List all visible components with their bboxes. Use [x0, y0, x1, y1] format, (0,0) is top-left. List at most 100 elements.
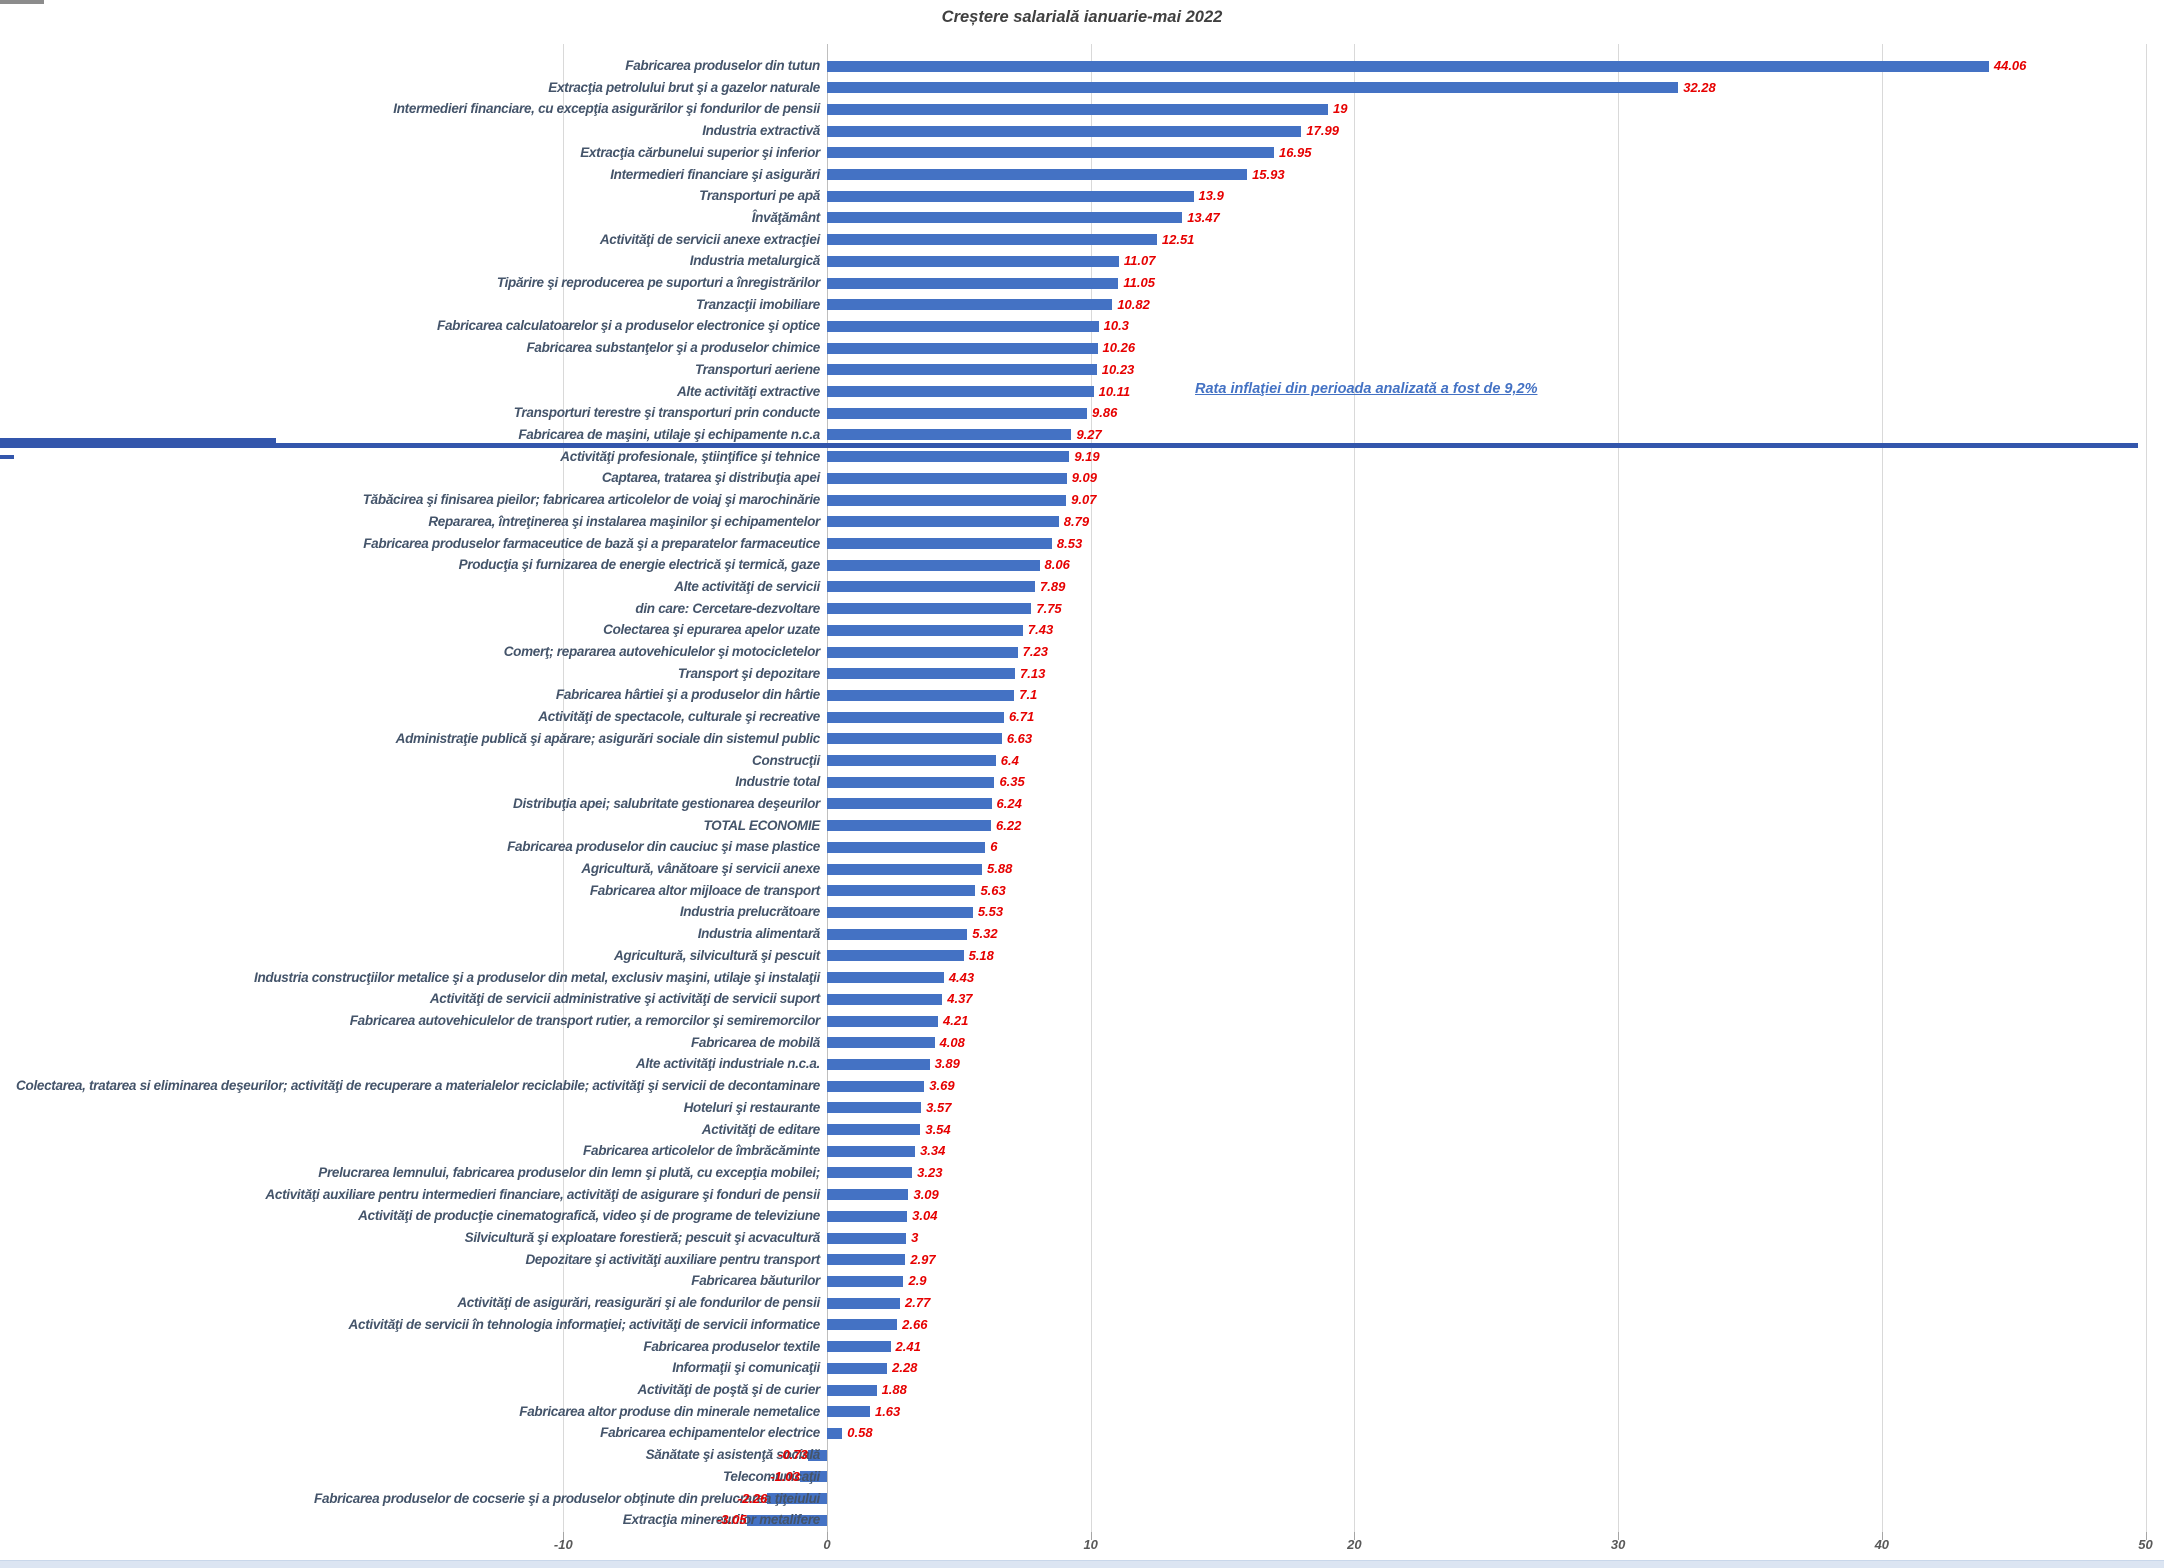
bar[interactable] — [827, 1362, 888, 1374]
bar[interactable] — [827, 603, 1032, 615]
bar[interactable] — [827, 147, 1274, 159]
bar[interactable] — [827, 1319, 898, 1331]
category-label: Distribuţia apei; salubritate gestionare… — [513, 795, 820, 811]
bar[interactable] — [827, 906, 973, 918]
bar[interactable] — [827, 516, 1059, 528]
category-label: Captarea, tratarea şi distribuţia apei — [601, 470, 820, 486]
bar[interactable] — [827, 993, 943, 1005]
bar[interactable] — [827, 234, 1157, 246]
bar[interactable] — [827, 169, 1248, 181]
bar[interactable] — [827, 624, 1023, 636]
bar[interactable] — [827, 1341, 891, 1353]
bar[interactable] — [827, 1210, 908, 1222]
category-label: Industria prelucrătoare — [679, 904, 820, 920]
bar[interactable] — [827, 1232, 907, 1244]
bar[interactable] — [827, 277, 1119, 289]
category-label: Transporturi pe apă — [699, 188, 820, 204]
bar[interactable] — [827, 646, 1018, 658]
bar[interactable] — [827, 407, 1087, 419]
bar[interactable] — [827, 364, 1097, 376]
bar[interactable] — [827, 820, 992, 832]
category-label: Fabricarea produselor farmaceutice de ba… — [363, 535, 820, 551]
bar[interactable] — [827, 255, 1119, 267]
bar[interactable] — [799, 1471, 827, 1483]
bar[interactable] — [827, 342, 1098, 354]
bar[interactable] — [827, 494, 1067, 506]
value-label: 3.09 — [913, 1186, 939, 1202]
bar[interactable] — [827, 1406, 870, 1418]
bar[interactable] — [827, 1189, 909, 1201]
bar[interactable] — [827, 755, 996, 767]
inflation-annotation[interactable]: Rata inflaţiei din perioada analizată a … — [1195, 381, 1538, 397]
bar[interactable] — [827, 103, 1329, 115]
bar[interactable] — [827, 472, 1067, 484]
bar[interactable] — [827, 559, 1040, 571]
bar[interactable] — [827, 1037, 935, 1049]
bar[interactable] — [827, 82, 1679, 94]
category-label: Activităţi de poştă şi de curier — [637, 1382, 821, 1397]
bar[interactable] — [807, 1449, 827, 1461]
bar[interactable] — [827, 841, 986, 853]
value-label: 6.22 — [996, 817, 1022, 833]
category-label: Fabricarea autovehiculelor de transport … — [349, 1013, 821, 1029]
bar[interactable] — [746, 1514, 827, 1526]
bar[interactable] — [827, 776, 995, 788]
bar[interactable] — [827, 950, 964, 962]
value-label: 15.93 — [1252, 166, 1285, 182]
bar[interactable] — [827, 60, 1989, 72]
bar[interactable] — [827, 581, 1036, 593]
bar[interactable] — [827, 212, 1183, 224]
bar[interactable] — [827, 1384, 877, 1396]
bar[interactable] — [827, 190, 1194, 202]
category-label: Tipărire şi reproducerea pe suporturi a … — [496, 275, 820, 291]
bar[interactable] — [827, 538, 1052, 549]
reference-line-left-segment[interactable] — [0, 438, 276, 443]
bar[interactable] — [827, 1275, 904, 1287]
bar[interactable] — [827, 733, 1002, 745]
bar[interactable] — [827, 1427, 843, 1439]
bar[interactable] — [827, 299, 1113, 311]
bar[interactable] — [827, 885, 976, 897]
category-label: Fabricarea hârtiei şi a produselor din h… — [555, 687, 820, 703]
bar[interactable] — [827, 1124, 921, 1136]
category-label: Administraţie publică şi apărare; asigur… — [395, 730, 821, 746]
value-label: 3 — [911, 1230, 919, 1246]
value-label: 3.04 — [912, 1208, 938, 1224]
value-label: 11.05 — [1123, 275, 1155, 291]
category-label: Intermedieri financiare, cu excepţia asi… — [393, 101, 820, 117]
bar[interactable] — [827, 386, 1094, 398]
bar[interactable] — [827, 928, 968, 940]
window-edge-artifact — [0, 0, 44, 4]
bar[interactable] — [827, 1145, 916, 1157]
bar[interactable] — [827, 1297, 901, 1309]
bar[interactable] — [767, 1493, 827, 1505]
bar[interactable] — [827, 429, 1072, 441]
bar[interactable] — [827, 320, 1099, 332]
value-label: 3.23 — [917, 1164, 943, 1180]
bar[interactable] — [827, 1058, 930, 1070]
bar[interactable] — [827, 1167, 913, 1179]
bar[interactable] — [827, 863, 983, 875]
gridline — [1354, 44, 1356, 1532]
bar[interactable] — [827, 668, 1016, 680]
bar[interactable] — [827, 711, 1004, 723]
bar[interactable] — [827, 798, 992, 810]
value-label: 10.23 — [1101, 361, 1135, 377]
category-label: Învăţământ — [751, 209, 821, 225]
category-label: Industria construcţiilor metalice şi a p… — [254, 969, 820, 985]
category-label: Comerţ; repararea autovehiculelor şi mot… — [503, 644, 821, 660]
bar[interactable] — [827, 1080, 925, 1092]
value-label: 17.99 — [1306, 123, 1339, 139]
reference-line-main[interactable] — [0, 443, 2138, 448]
bar[interactable] — [827, 689, 1015, 701]
category-label: Activităţi de producţie cinematografică,… — [358, 1208, 820, 1224]
category-label: Industria metalurgică — [689, 253, 821, 269]
bar[interactable] — [827, 451, 1070, 463]
x-axis-tick-label: 30 — [1610, 1537, 1626, 1552]
bar[interactable] — [827, 1254, 906, 1266]
bar[interactable] — [827, 972, 944, 984]
bar[interactable] — [827, 125, 1302, 137]
bar[interactable] — [827, 1102, 922, 1114]
bar[interactable] — [827, 1015, 939, 1027]
